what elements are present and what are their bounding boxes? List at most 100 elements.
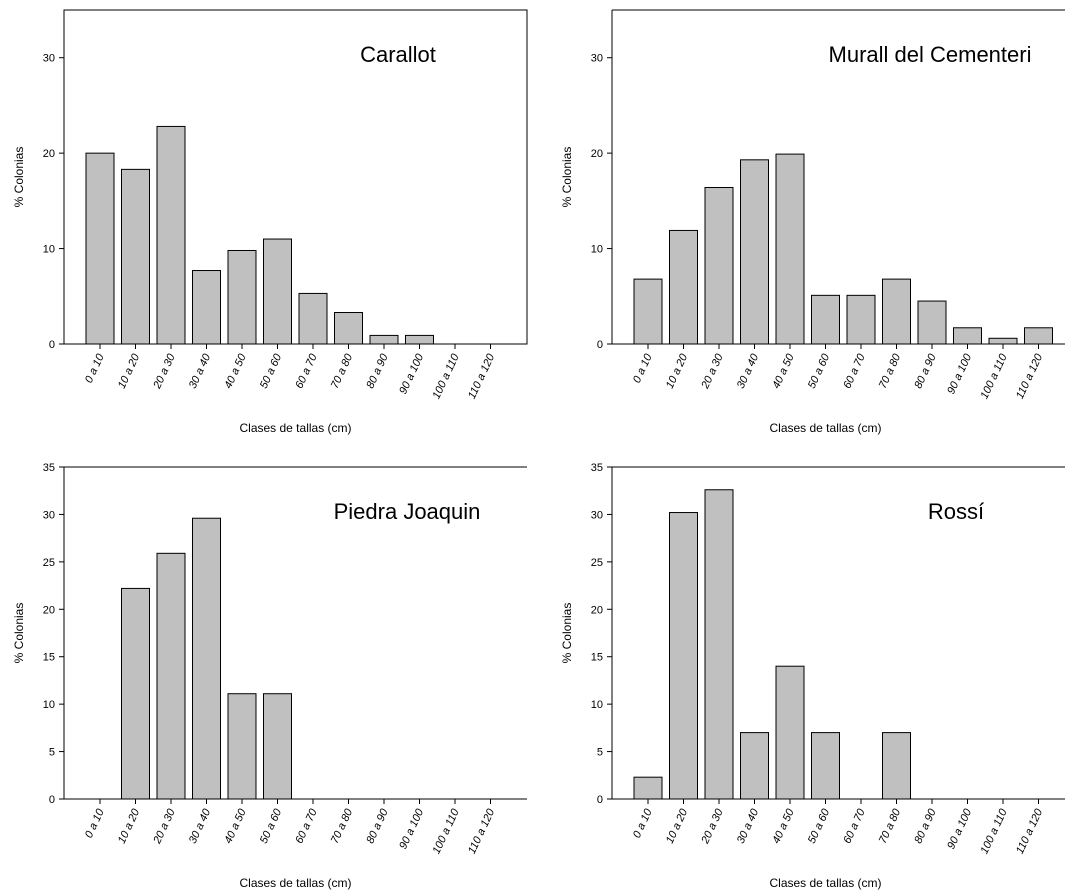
bar: [988, 337, 1018, 345]
chart-panel-4: 0 5 10 15 20 25 30 35 0 a 10 10 a 20 20 a 30 30 a 4…: [560, 462, 1065, 890]
y-tick-label: 10: [591, 699, 603, 711]
x-tick-label: 20 a 30: [699, 351, 726, 391]
x-tick-label: 0 a 10: [631, 351, 655, 385]
bar: [334, 312, 363, 345]
x-tick-label: 40 a 50: [770, 351, 797, 390]
bar: [263, 238, 292, 345]
chart-panel-3: 0 5 10 15 20 25 30 35 0 a 10 10 a 20 20 a 30 30 a 4…: [12, 462, 527, 890]
x-tick-label: 90 a 100: [945, 351, 974, 396]
x-tick-label: 50 a 60: [258, 806, 285, 845]
x-tick-label: 30 a 40: [735, 806, 762, 845]
chart-title: Rossí: [928, 499, 984, 524]
y-tick-label: 25: [591, 557, 603, 569]
x-tick-label: 40 a 50: [222, 351, 249, 390]
y-tick-label: 30: [591, 509, 603, 521]
plot-frame: [63, 9, 528, 345]
x-tick-label: 60 a 70: [293, 351, 320, 390]
chart-title: Carallot: [360, 42, 436, 67]
x-tick-label: 60 a 70: [841, 351, 868, 390]
x-tick-label: 50 a 60: [806, 351, 833, 390]
x-tick-label: 90 a 100: [397, 351, 426, 396]
x-tick-label: 100 a 110: [431, 351, 463, 400]
y-axis-title: % Colonias: [12, 147, 26, 208]
x-tick-label: 0 a 10: [631, 806, 655, 840]
x-tick-label: 20 a 30: [151, 351, 178, 391]
y-tick-label: 20: [591, 604, 603, 616]
x-tick-label: 110 a 120: [1014, 351, 1046, 400]
y-tick-label: 20: [591, 148, 603, 160]
x-tick-label: 50 a 60: [258, 351, 285, 390]
x-tick-label: 110 a 120: [466, 351, 498, 400]
x-tick-label: 60 a 70: [293, 806, 320, 845]
bar: [953, 327, 982, 345]
x-tick-label: 50 a 60: [806, 806, 833, 845]
y-tick-label: 0: [49, 339, 55, 351]
bar: [882, 732, 911, 800]
y-tick-label: 10: [43, 699, 55, 711]
y-tick-label: 20: [43, 148, 55, 160]
x-tick-label: 70 a 80: [877, 806, 904, 845]
x-tick-label: 30 a 40: [187, 351, 214, 390]
y-axis-title: % Colonias: [12, 603, 26, 664]
x-tick-label: 80 a 90: [364, 806, 391, 845]
y-tick-label: 5: [597, 747, 603, 759]
x-tick-label: 0 a 10: [83, 351, 107, 385]
x-tick-label: 90 a 100: [945, 806, 974, 851]
bar: [740, 159, 769, 345]
bar: [669, 512, 698, 800]
bar: [227, 249, 257, 345]
x-tick-label: 70 a 80: [877, 351, 904, 390]
y-axis-title: % Colonias: [560, 147, 574, 208]
x-tick-label: 80 a 90: [912, 806, 939, 845]
bar: [227, 693, 257, 800]
bar: [156, 552, 186, 800]
chart-title: Piedra Joaquin: [334, 499, 481, 524]
bar: [121, 587, 150, 800]
bar: [263, 693, 292, 800]
bar: [633, 278, 663, 345]
y-tick-label: 30: [43, 53, 55, 65]
y-tick-label: 20: [43, 604, 55, 616]
bar: [192, 270, 221, 345]
bar: [669, 229, 698, 345]
bar: [121, 168, 150, 345]
bar: [369, 334, 399, 345]
y-tick-label: 35: [591, 462, 603, 474]
bar: [882, 278, 911, 345]
y-tick-label: 10: [591, 244, 603, 256]
x-tick-label: 0 a 10: [83, 806, 107, 840]
x-tick-label: 10 a 20: [664, 806, 691, 845]
x-tick-label: 60 a 70: [841, 806, 868, 845]
bar: [846, 294, 876, 345]
y-tick-label: 25: [43, 557, 55, 569]
x-tick-label: 20 a 30: [151, 806, 178, 846]
x-axis-title: Clases de tallas (cm): [769, 876, 881, 890]
x-tick-label: 80 a 90: [912, 351, 939, 390]
bar: [156, 125, 186, 345]
bar: [405, 334, 434, 345]
bar: [1024, 327, 1053, 345]
chart-panel-1: 0 10 20 30 0 a 10 10 a 20 20 a 30 30 a 40 40 a 5…: [12, 9, 528, 435]
bar: [298, 292, 328, 345]
x-tick-label: 30 a 40: [187, 806, 214, 845]
x-tick-label: 90 a 100: [397, 806, 426, 851]
y-tick-label: 0: [597, 794, 603, 806]
bar: [85, 152, 115, 345]
x-axis-title: Clases de tallas (cm): [239, 876, 351, 890]
x-tick-label: 80 a 90: [364, 351, 391, 390]
bar: [811, 732, 840, 800]
x-axis-title: Clases de tallas (cm): [239, 421, 351, 435]
x-tick-label: 100 a 110: [431, 806, 463, 855]
bar: [740, 732, 769, 800]
x-tick-label: 10 a 20: [116, 806, 143, 845]
chart-title: Murall del Cementeri: [829, 42, 1032, 67]
x-tick-label: 100 a 110: [979, 351, 1011, 400]
y-tick-label: 0: [49, 794, 55, 806]
bar: [811, 294, 840, 345]
x-tick-label: 20 a 30: [699, 806, 726, 846]
bar: [192, 517, 221, 800]
y-tick-label: 5: [49, 747, 55, 759]
bar: [704, 186, 734, 345]
